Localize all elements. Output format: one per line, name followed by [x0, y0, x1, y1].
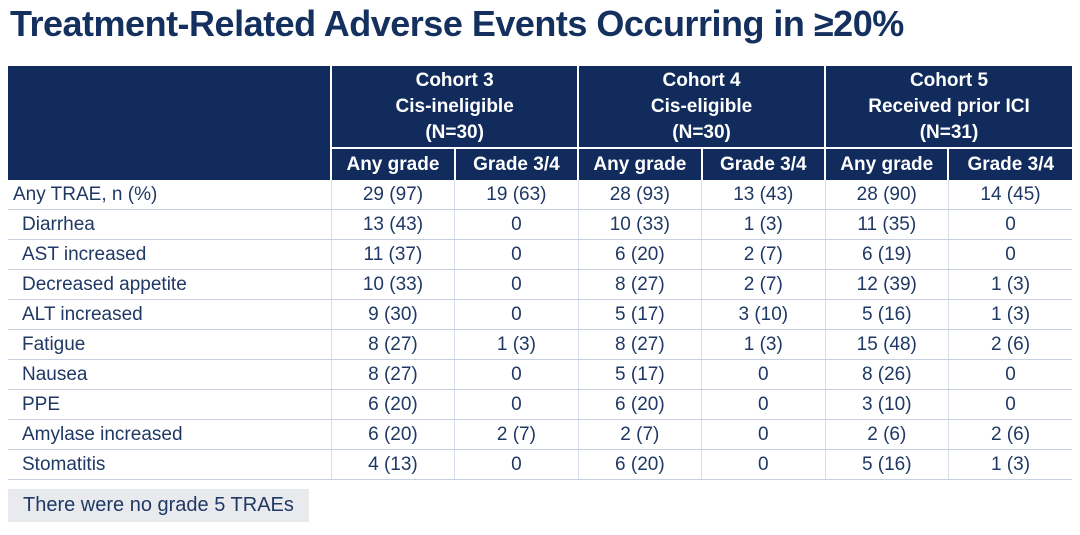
table-row: Decreased appetite 10 (33) 0 8 (27) 2 (7…: [8, 269, 1072, 300]
grade-header: Any grade: [824, 147, 949, 180]
table-cell: 8 (27): [330, 359, 455, 390]
table-cell: 1 (3): [701, 329, 826, 360]
table-cell: 28 (90): [824, 180, 949, 210]
table-row: ALT increased 9 (30) 0 5 (17) 3 (10) 5 (…: [8, 299, 1072, 330]
table-cell: 0: [947, 359, 1072, 390]
table-cell: 1 (3): [454, 329, 579, 360]
table-cell: 0: [701, 449, 826, 480]
cohort-4-header: Cohort 4 Cis-eligible (N=30): [577, 66, 826, 148]
grade-header-row: Any grade Grade 3/4 Any grade Grade 3/4 …: [8, 147, 1072, 180]
table-cell: 8 (27): [577, 269, 702, 300]
table-cell: 5 (17): [577, 359, 702, 390]
table-cell: 15 (48): [824, 329, 949, 360]
grade-header: Any grade: [577, 147, 702, 180]
table-cell: 4 (13): [330, 449, 455, 480]
table-cell: 8 (27): [577, 329, 702, 360]
row-label: Stomatitis: [8, 449, 332, 480]
table-cell: 1 (3): [701, 209, 826, 240]
table-cell: 6 (20): [577, 449, 702, 480]
table-cell: 13 (43): [330, 209, 455, 240]
table-row: Fatigue 8 (27) 1 (3) 8 (27) 1 (3) 15 (48…: [8, 329, 1072, 360]
adverse-events-table: Cohort 3 Cis-ineligible (N=30) Cohort 4 …: [8, 66, 1072, 480]
table-cell: 0: [947, 389, 1072, 420]
table-cell: 11 (37): [330, 239, 455, 270]
table-cell: 0: [454, 209, 579, 240]
table-cell: 12 (39): [824, 269, 949, 300]
table-cell: 2 (6): [824, 419, 949, 450]
grade-header: Grade 3/4: [947, 147, 1072, 180]
table-row: Any TRAE, n (%) 29 (97) 19 (63) 28 (93) …: [8, 180, 1072, 210]
table-cell: 6 (20): [577, 389, 702, 420]
table-cell: 10 (33): [577, 209, 702, 240]
table-cell: 28 (93): [577, 180, 702, 210]
table-cell: 0: [454, 269, 579, 300]
table-cell: 5 (16): [824, 449, 949, 480]
table-cell: 0: [454, 239, 579, 270]
table-cell: 2 (7): [454, 419, 579, 450]
table-row: AST increased 11 (37) 0 6 (20) 2 (7) 6 (…: [8, 239, 1072, 270]
table-cell: 3 (10): [824, 389, 949, 420]
row-label: Amylase increased: [8, 419, 332, 450]
table-cell: 2 (6): [947, 419, 1072, 450]
table-cell: 19 (63): [454, 180, 579, 210]
table-cell: 2 (6): [947, 329, 1072, 360]
row-label: PPE: [8, 389, 332, 420]
row-label: Diarrhea: [8, 209, 332, 240]
table-cell: 0: [701, 419, 826, 450]
table-cell: 0: [454, 389, 579, 420]
table-cell: 6 (20): [577, 239, 702, 270]
table-cell: 0: [454, 449, 579, 480]
table-row: Stomatitis 4 (13) 0 6 (20) 0 5 (16) 1 (3…: [8, 449, 1072, 480]
table-cell: 29 (97): [330, 180, 455, 210]
table-cell: 3 (10): [701, 299, 826, 330]
table-row: Diarrhea 13 (43) 0 10 (33) 1 (3) 11 (35)…: [8, 209, 1072, 240]
table-cell: 0: [947, 239, 1072, 270]
table-cell: 6 (19): [824, 239, 949, 270]
table-cell: 9 (30): [330, 299, 455, 330]
table-cell: 0: [947, 209, 1072, 240]
table-row: PPE 6 (20) 0 6 (20) 0 3 (10) 0: [8, 389, 1072, 420]
table-cell: 0: [454, 299, 579, 330]
table-cell: 6 (20): [330, 419, 455, 450]
row-label: Nausea: [8, 359, 332, 390]
table-cell: 0: [454, 359, 579, 390]
row-label: Any TRAE, n (%): [8, 180, 332, 210]
table-cell: 0: [701, 389, 826, 420]
grade-header: Grade 3/4: [700, 147, 826, 180]
table-row: Nausea 8 (27) 0 5 (17) 0 8 (26) 0: [8, 359, 1072, 390]
row-label: ALT increased: [8, 299, 332, 330]
table-cell: 1 (3): [947, 269, 1072, 300]
grade-header: Any grade: [330, 147, 455, 180]
corner-cell: [8, 66, 332, 180]
table-row: Amylase increased 6 (20) 2 (7) 2 (7) 0 2…: [8, 419, 1072, 450]
table-cell: 8 (27): [330, 329, 455, 360]
row-label: Fatigue: [8, 329, 332, 360]
table-cell: 5 (17): [577, 299, 702, 330]
table-cell: 8 (26): [824, 359, 949, 390]
grade-header: Grade 3/4: [453, 147, 579, 180]
row-label: AST increased: [8, 239, 332, 270]
table-cell: 5 (16): [824, 299, 949, 330]
row-label: Decreased appetite: [8, 269, 332, 300]
table-cell: 13 (43): [701, 180, 826, 210]
cohort-3-header: Cohort 3 Cis-ineligible (N=30): [330, 66, 579, 148]
table-cell: 11 (35): [824, 209, 949, 240]
table-cell: 10 (33): [330, 269, 455, 300]
table-header: Cohort 3 Cis-ineligible (N=30) Cohort 4 …: [8, 66, 1072, 180]
table-cell: 0: [701, 359, 826, 390]
table-cell: 2 (7): [701, 269, 826, 300]
cohort-5-header: Cohort 5 Received prior ICI (N=31): [824, 66, 1072, 148]
cohort-header-row: Cohort 3 Cis-ineligible (N=30) Cohort 4 …: [8, 66, 1072, 180]
table-cell: 1 (3): [947, 299, 1072, 330]
table-cell: 1 (3): [947, 449, 1072, 480]
table-cell: 14 (45): [947, 180, 1072, 210]
table-body: Any TRAE, n (%) 29 (97) 19 (63) 28 (93) …: [8, 180, 1072, 480]
page-title: Treatment-Related Adverse Events Occurri…: [10, 3, 904, 44]
table-cell: 2 (7): [577, 419, 702, 450]
table-cell: 2 (7): [701, 239, 826, 270]
table-cell: 6 (20): [330, 389, 455, 420]
footnote-badge: There were no grade 5 TRAEs: [8, 489, 309, 522]
